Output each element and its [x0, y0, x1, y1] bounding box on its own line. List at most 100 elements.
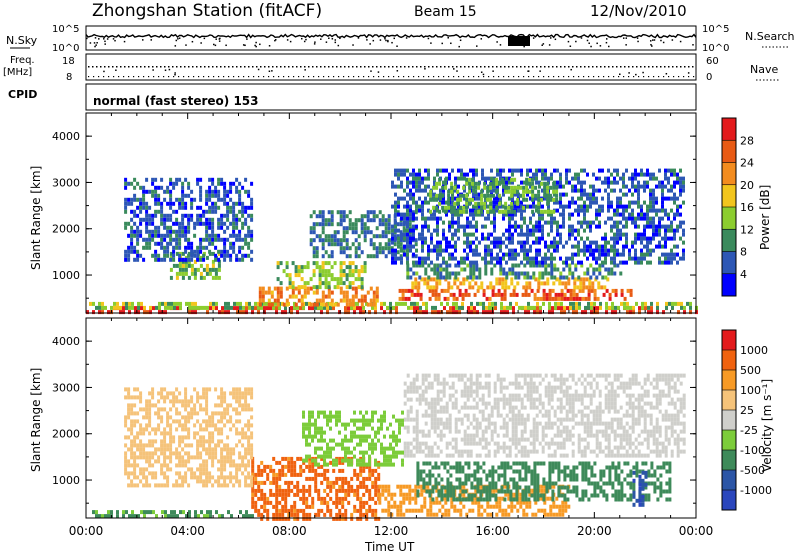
heatmap-cell — [647, 310, 650, 315]
heatmap-cell — [527, 465, 531, 470]
heatmap-cell — [661, 180, 664, 185]
heatmap-cell — [495, 500, 499, 505]
heatmap-cell — [533, 465, 537, 470]
heatmap-cell — [463, 172, 466, 177]
heatmap-cell — [375, 250, 379, 255]
heatmap-cell — [348, 222, 352, 227]
heatmap-cell — [374, 488, 378, 493]
heatmap-cell — [658, 180, 661, 185]
heatmap-cell — [528, 492, 532, 497]
heatmap-cell — [458, 461, 462, 466]
heatmap-cell — [339, 261, 343, 266]
nsky-point — [430, 42, 432, 44]
heatmap-cell — [130, 197, 134, 202]
heatmap-cell — [205, 189, 209, 194]
heatmap-cell — [396, 222, 400, 227]
heatmap-cell — [181, 197, 185, 202]
heatmap-cell — [514, 168, 517, 173]
heatmap-cell — [187, 213, 191, 218]
heatmap-cell — [517, 275, 521, 280]
heatmap-cell — [145, 241, 149, 246]
heatmap-cell — [400, 236, 403, 241]
heatmap-cell — [348, 298, 352, 303]
nsky-point — [95, 44, 97, 46]
heatmap-cell — [399, 492, 403, 497]
heatmap-cell — [317, 472, 321, 477]
heatmap-cell — [622, 172, 625, 177]
heatmap-cell — [595, 200, 598, 205]
heatmap-cell — [601, 252, 604, 257]
heatmap-cell — [270, 294, 274, 299]
heatmap-cell — [214, 205, 218, 210]
heatmap-cell — [293, 464, 297, 469]
heatmap-cell — [321, 230, 325, 235]
heatmap-cell — [187, 225, 191, 230]
heatmap-cell — [571, 224, 574, 229]
heatmap-cell — [507, 512, 511, 517]
freq-point — [284, 66, 286, 68]
heatmap-cell — [442, 232, 445, 237]
heatmap-cell — [409, 172, 412, 177]
heatmap-cell — [562, 192, 565, 197]
heatmap-cell — [523, 248, 526, 253]
heatmap-cell — [486, 193, 490, 198]
heatmap-cell — [257, 301, 260, 306]
nave-point — [208, 76, 210, 78]
heatmap-cell — [139, 209, 143, 214]
heatmap-cell — [160, 213, 164, 218]
heatmap-cell — [345, 242, 349, 247]
heatmap-cell — [571, 228, 574, 233]
heatmap-cell — [578, 301, 581, 306]
heatmap-cell — [377, 516, 381, 521]
heatmap-cell — [559, 192, 562, 197]
heatmap-cell — [554, 481, 558, 486]
heatmap-cell — [142, 237, 146, 242]
heatmap-cell — [362, 480, 366, 485]
heatmap-cell — [372, 246, 376, 251]
heatmap-cell — [581, 489, 585, 494]
heatmap-cell — [494, 292, 498, 297]
freq-point — [664, 66, 666, 68]
heatmap-cell — [221, 514, 224, 519]
heatmap-cell — [193, 233, 197, 238]
heatmap-cell — [628, 256, 631, 261]
heatmap-cell — [181, 205, 185, 210]
heatmap-cell — [515, 301, 518, 306]
heatmap-cell — [452, 301, 455, 306]
heatmap-cell — [395, 306, 398, 311]
heatmap-cell — [383, 310, 386, 315]
heatmap-cell — [397, 212, 400, 217]
heatmap-cell — [590, 305, 593, 310]
heatmap-cell — [375, 246, 379, 251]
heatmap-cell — [504, 189, 508, 194]
heatmap-cell — [462, 185, 466, 190]
freq-point — [228, 66, 230, 68]
heatmap-cell — [98, 310, 101, 315]
nave-point — [233, 76, 235, 78]
heatmap-cell — [169, 229, 173, 234]
freq-point — [424, 66, 426, 68]
heatmap-cell — [523, 216, 526, 221]
heatmap-cell — [257, 496, 261, 501]
heatmap-cell — [541, 176, 544, 181]
heatmap-cell — [342, 273, 346, 278]
heatmap-cell — [445, 240, 448, 245]
heatmap-cell — [643, 212, 646, 217]
heatmap-cell — [535, 180, 538, 185]
heatmap-cell — [406, 200, 409, 205]
heatmap-cell — [638, 310, 641, 315]
freq-point — [244, 66, 246, 68]
heatmap-cell — [543, 488, 547, 493]
heatmap-cell — [130, 209, 134, 214]
nave-point — [483, 76, 485, 78]
nave-point — [418, 76, 420, 78]
heatmap-cell — [495, 504, 499, 509]
heatmap-cell — [362, 310, 365, 315]
heatmap-cell — [548, 473, 552, 478]
heatmap-cell — [172, 181, 176, 186]
heatmap-cell — [563, 469, 567, 474]
freq-point — [152, 69, 154, 71]
heatmap-cell — [490, 267, 494, 272]
heatmap-cell — [235, 217, 239, 222]
heatmap-cell — [284, 480, 288, 485]
